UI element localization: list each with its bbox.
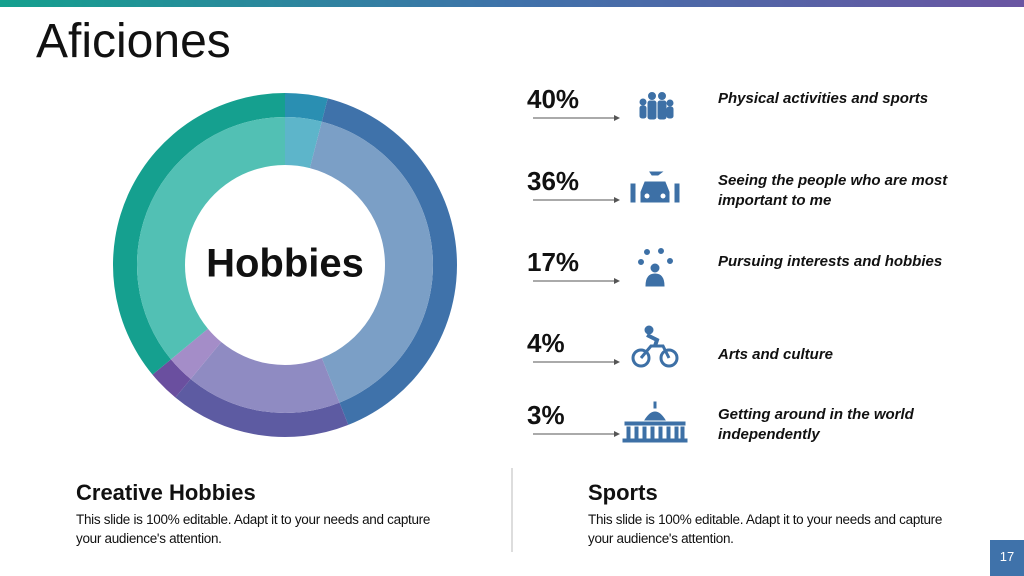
section-title: Creative Hobbies [76,480,256,505]
arrow-head [614,359,620,365]
slide-title: Aficiones [36,15,231,68]
arrow-head [614,278,620,284]
section-text: This slide is 100% editable. Adapt it to… [588,512,943,546]
icon-car [630,171,680,203]
donut-slice-inner [309,121,433,403]
icon-bicycle [631,325,679,368]
category-label: Arts and culture [718,346,834,363]
donut-slice-inner [137,117,285,360]
donut-slice-outer [175,379,349,437]
category-label: Physical activities and sports [718,90,929,107]
donut-slice-outer [152,359,191,398]
donut-slice-outer [321,98,458,425]
percent-label: 17% [527,247,580,277]
arrow-head [614,197,620,203]
donut [112,93,458,437]
category-label: Pursuing interests and hobbies [718,253,943,270]
section-title: Sports [588,480,658,505]
arrow-head [614,431,620,437]
section-text: This slide is 100% editable. Adapt it to… [76,512,431,546]
donut-slice-inner [170,328,222,380]
percent-label: 40% [527,84,580,114]
donut-slice-inner [190,342,340,414]
page-number: 17 [990,540,1024,576]
icon-capitol [622,401,688,443]
percent-label: 4% [527,328,565,358]
donut-slice-inner [285,117,322,169]
category-label: Seeing the people who are most important… [718,172,948,209]
icon-interests [638,248,673,287]
category-label: Getting around in the world independentl… [718,406,914,443]
percent-label: 3% [527,400,565,430]
top-bar [0,0,1024,7]
donut-slice-outer [112,93,285,375]
center-label: Hobbies [206,242,364,286]
donut-slice-outer [285,93,328,122]
percent-label: 36% [527,166,580,196]
icon-family [639,92,674,120]
arrow-head [614,115,620,121]
